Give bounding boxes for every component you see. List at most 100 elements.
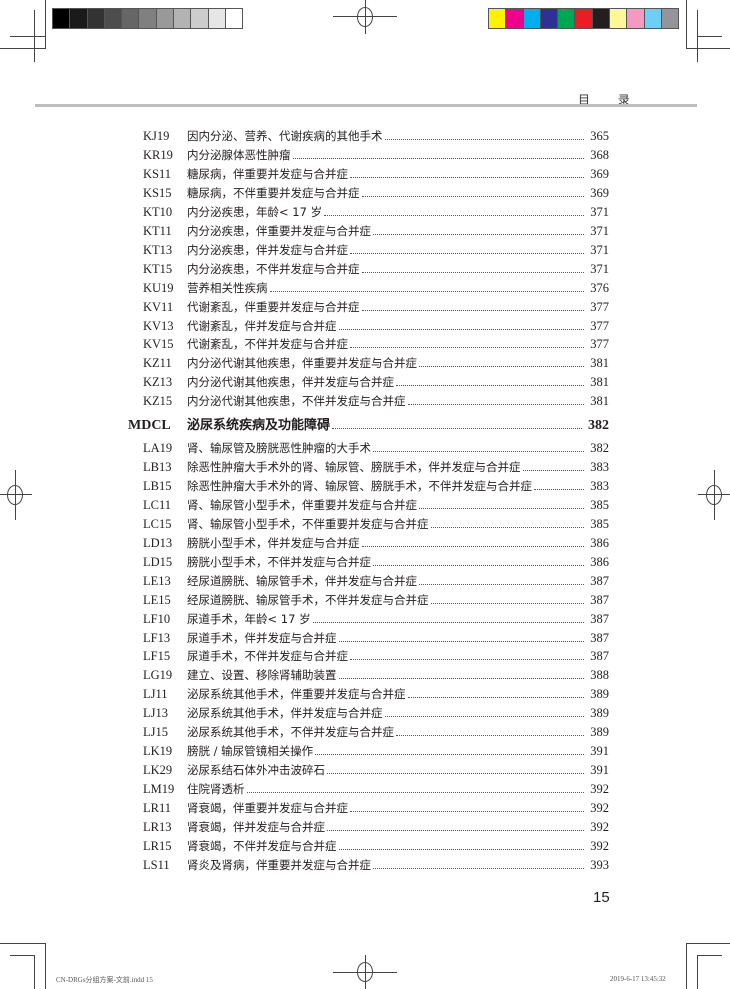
- toc-dots-leader: [373, 451, 585, 452]
- toc-dots-leader: [407, 697, 585, 699]
- toc-code: LF10: [143, 611, 171, 626]
- toc-code: LS11: [143, 857, 170, 872]
- toc-page: 389: [590, 725, 609, 740]
- toc-title: 肾衰竭，伴并发症与合并症: [187, 820, 325, 834]
- toc-entry: LF10 尿道手术，年龄< 17 岁 387: [143, 611, 609, 630]
- toc-entry: LR15 肾衰竭，不伴并发症与合并症 392: [143, 838, 609, 857]
- toc-dots-leader: [384, 139, 585, 140]
- toc-page: 371: [590, 223, 609, 238]
- toc-page: 391: [590, 744, 609, 759]
- toc-title: 住院肾透析: [187, 782, 245, 797]
- toc-code: MDCL: [128, 418, 171, 433]
- header-rule: [35, 104, 697, 107]
- toc-code: KS15: [143, 185, 172, 200]
- toc-title: 肾炎及肾病，伴重要并发症与合并症: [187, 857, 371, 872]
- toc-code: LM19: [143, 782, 175, 797]
- toc-dots-leader: [315, 754, 585, 756]
- toc-title: 膀胱小型手术，不伴并发症与合并症: [187, 554, 371, 569]
- toc-code: KV13: [143, 318, 174, 333]
- toc-code: LA19: [143, 441, 173, 455]
- toc-title: 尿道手术，不伴并发症与合并症: [187, 649, 348, 664]
- toc-dots-leader: [522, 469, 585, 471]
- toc-title: 代谢紊乱，不伴并发症与合并症: [187, 337, 348, 352]
- toc-dots-leader: [338, 678, 585, 680]
- color-swatch: [644, 9, 662, 28]
- toc-entry: LC15 肾、输尿管小型手术，不伴重要并发症与合并症 385: [143, 516, 609, 535]
- running-header-title: 目 录: [578, 93, 642, 107]
- toc-entry: LF13 尿道手术，伴并发症与合并症 387: [143, 630, 609, 649]
- toc-dots-leader: [361, 271, 585, 273]
- toc-page: 369: [590, 166, 609, 181]
- toc-title: 除恶性肿瘤大手术外的肾、输尿管、膀胱手术，伴并发症与合并症: [187, 459, 521, 474]
- toc-page: 387: [590, 573, 609, 588]
- toc-code: LB15: [143, 478, 172, 493]
- color-swatch: [592, 9, 611, 28]
- toc-page: 371: [590, 242, 609, 257]
- toc-title: 肾衰竭，伴重要并发症与合并症: [187, 801, 348, 816]
- toc-code: LK29: [143, 763, 173, 778]
- toc-code: KV11: [143, 299, 174, 314]
- toc-page: 371: [590, 261, 609, 276]
- toc-entry: KT15 内分泌疾患，不伴并发症与合并症 371: [143, 261, 609, 280]
- color-swatch: [174, 9, 192, 28]
- toc-title: 内分泌代谢其他疾患，伴重要并发症与合并症: [187, 356, 417, 371]
- toc-dots-leader: [246, 792, 585, 794]
- toc-code: LC11: [143, 497, 172, 512]
- toc-page: 392: [590, 820, 609, 834]
- toc-code: LR11: [143, 801, 172, 816]
- toc-page: 368: [590, 147, 609, 162]
- toc-page: 393: [590, 857, 609, 872]
- color-swatch: [225, 9, 243, 28]
- toc-entry: LB15 除恶性肿瘤大手术外的肾、输尿管、膀胱手术，不伴并发症与合并症 383: [143, 478, 609, 497]
- toc-dots-leader: [373, 233, 585, 235]
- toc-entry: LR11 肾衰竭，伴重要并发症与合并症 392: [143, 800, 609, 819]
- toc-title: 膀胱小型手术，伴并发症与合并症: [187, 535, 360, 550]
- toc-dots-leader: [350, 811, 585, 813]
- toc-page: 387: [590, 611, 609, 626]
- color-swatch: [540, 9, 559, 28]
- toc-page: 389: [590, 706, 609, 721]
- color-swatch: [104, 9, 123, 28]
- toc-entry: KV15 代谢紊乱，不伴并发症与合并症 377: [143, 336, 609, 355]
- toc-entry: KT10 内分泌疾患，年龄< 17 岁 371: [143, 204, 609, 223]
- toc-dots-leader: [332, 428, 582, 429]
- color-swatch: [610, 9, 628, 28]
- toc-page: 381: [590, 394, 609, 409]
- toc-code: LR13: [143, 820, 172, 834]
- toc-code: LK19: [143, 744, 173, 759]
- toc-dots-leader: [361, 309, 585, 311]
- color-swatch: [122, 9, 140, 28]
- toc-page: 377: [590, 337, 609, 352]
- toc-title: 内分泌疾患，不伴并发症与合并症: [187, 261, 360, 276]
- toc-section-heading: MDCL 泌尿系统疾病及功能障碍 382: [128, 414, 609, 433]
- toc-entry: KJ19 因内分泌、营养、代谢疾病的其他手术 365: [143, 128, 609, 147]
- toc-code: LG19: [143, 668, 173, 683]
- toc-code: KT10: [143, 204, 173, 219]
- toc-title: 内分泌代谢其他疾患，伴并发症与合并症: [187, 375, 394, 390]
- toc-dots-leader: [373, 564, 585, 566]
- color-swatch: [139, 9, 157, 28]
- toc-title: 泌尿系统疾病及功能障碍: [187, 418, 331, 433]
- toc-dots-leader: [350, 347, 585, 349]
- toc-code: LJ15: [143, 725, 168, 740]
- toc-entry: LF15 尿道手术，不伴并发症与合并症 387: [143, 648, 609, 667]
- toc-title: 经尿道膀胱、输尿管手术，不伴并发症与合并症: [187, 592, 429, 607]
- toc-page: 383: [590, 478, 609, 493]
- color-swatch: [627, 9, 645, 28]
- toc-code: KU19: [143, 280, 174, 295]
- toc-code: LR15: [143, 838, 172, 853]
- toc-code: KT11: [143, 223, 172, 238]
- toc-title: 泌尿系统其他手术，伴重要并发症与合并症: [187, 687, 406, 702]
- toc-entry: KS15 糖尿病，不伴重要并发症与合并症 369: [143, 185, 609, 204]
- toc-entry: KZ13 内分泌代谢其他疾患，伴并发症与合并症 381: [143, 374, 609, 393]
- color-swatch: [523, 9, 541, 28]
- toc-dots-leader: [419, 366, 585, 368]
- toc-dots-leader: [338, 328, 585, 330]
- toc-code: LF15: [143, 649, 171, 664]
- color-swatch: [53, 9, 71, 28]
- toc-entry: KR19 内分泌腺体恶性肿瘤 368: [143, 147, 609, 166]
- toc-title: 肾、输尿管小型手术，不伴重要并发症与合并症: [187, 516, 429, 531]
- toc-dots-leader: [430, 602, 585, 604]
- toc-entry: LM19 住院肾透析 392: [143, 781, 609, 800]
- toc-dots-leader: [361, 195, 585, 197]
